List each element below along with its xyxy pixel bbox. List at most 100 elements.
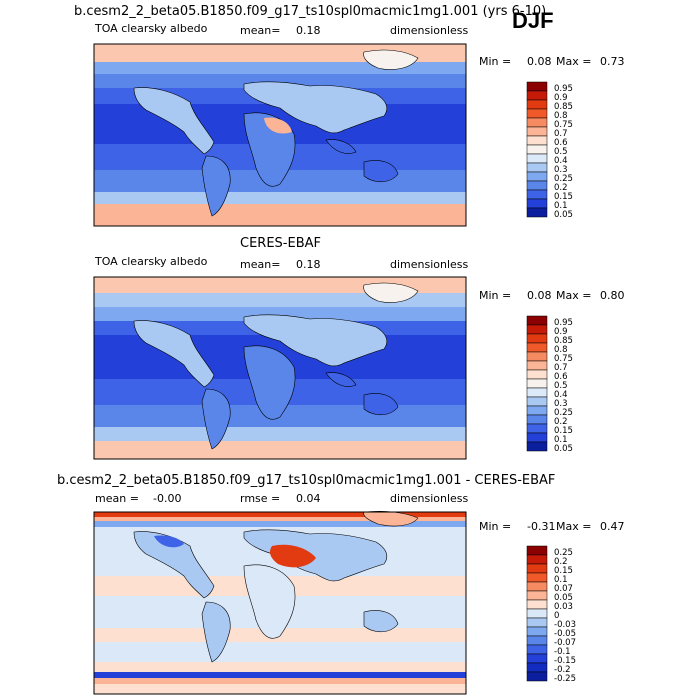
panel2-cb-label: 0.4 [554, 390, 568, 400]
panel1-colorbar-swatch [526, 81, 548, 92]
panel3-max-label: Max = [556, 520, 592, 533]
panel1-colorbar-labels: 0.95 0.9 0.85 0.8 0.75 0.7 0.6 0.5 0.4 0… [554, 84, 573, 220]
panel3-colorbar-swatch [526, 581, 548, 592]
panel2-colorbar: 0.95 0.9 0.85 0.8 0.75 0.7 0.6 0.5 0.4 0… [526, 315, 573, 454]
panel1-colorbar-swatch [526, 108, 548, 119]
panel1-cb-label: 0.4 [554, 156, 568, 166]
panel1-title: b.cesm2_2_beta05.B1850.f09_g17_ts10spl0m… [74, 4, 547, 19]
panel1-cb-label: 0.15 [554, 192, 573, 202]
panel1-colorbar-swatch [526, 180, 548, 191]
panel3-colorbar-swatch [526, 608, 548, 619]
panel1-colorbar-swatch [526, 153, 548, 164]
panel3-cb-label: 0.05 [554, 593, 573, 603]
panel3-cb-label: 0.07 [554, 584, 573, 594]
panel1-units: dimensionless [390, 24, 469, 37]
panel2-colorbar-swatch [526, 351, 548, 362]
panel1-cb-label: 0.05 [554, 210, 573, 220]
panel1-max-value: 0.73 [600, 55, 625, 68]
panel3-cb-label: 0.1 [554, 575, 568, 585]
panel3-cb-label: -0.03 [554, 620, 576, 630]
panel1-cb-label: 0.3 [554, 165, 568, 175]
panel2-colorbar-swatch [526, 405, 548, 416]
panel2-title: CERES-EBAF [240, 236, 321, 251]
panel3-rmse-value: 0.04 [296, 492, 321, 505]
panel2-mean-value: 0.18 [296, 258, 321, 271]
panel3-min-value: -0.31 [527, 520, 556, 533]
panel3-colorbar-swatch [526, 626, 548, 637]
panel1-colorbar-swatch [526, 90, 548, 101]
panel2-cb-label: 0.6 [554, 372, 568, 382]
panel3-cb-label: 0.15 [554, 566, 573, 576]
panel1-colorbar: 0.95 0.9 0.85 0.8 0.75 0.7 0.6 0.5 0.4 0… [526, 81, 573, 220]
panel3-colorbar-swatch [526, 554, 548, 565]
panel1-colorbar-swatch [526, 99, 548, 110]
panel3-colorbar-swatch [526, 572, 548, 583]
panel1-cb-label: 0.2 [554, 183, 568, 193]
panel1-cb-label: 0.85 [554, 102, 573, 112]
panel2-map-field [94, 277, 466, 459]
panel1-colorbar-swatch [526, 189, 548, 200]
panel2-colorbar-swatch [526, 369, 548, 380]
panel2-cb-label: 0.1 [554, 435, 568, 445]
panel1-cb-label: 0.25 [554, 174, 573, 184]
panel1-colorbar-swatch [526, 126, 548, 137]
panel1-cb-label: 0.1 [554, 201, 568, 211]
panel3-mean-value: -0.00 [153, 492, 182, 505]
season-label: DJF [512, 8, 554, 33]
panel2-cb-label: 0.5 [554, 381, 568, 391]
panel1-cb-label: 0.75 [554, 120, 573, 130]
panel1-min-label: Min = [479, 55, 512, 68]
panel2-cb-label: 0.8 [554, 345, 568, 355]
panel2-mean-label: mean= [240, 258, 281, 271]
panel3-cb-label: 0 [554, 611, 559, 621]
panel3-cb-label: -0.1 [554, 647, 571, 657]
panel3-cb-label: 0.03 [554, 602, 573, 612]
panel2-cb-label: 0.85 [554, 336, 573, 346]
panel2-colorbar-swatch [526, 387, 548, 398]
panel3-cb-label: 0.25 [554, 548, 573, 558]
panel2-variable: TOA clearsky albedo [95, 255, 208, 268]
panel1-cb-label: 0.8 [554, 111, 568, 121]
panel2-cb-label: 0.9 [554, 327, 568, 337]
panel2-colorbar-swatch [526, 432, 548, 443]
panel1-map [93, 43, 467, 227]
panel3-colorbar-labels: 0.25 0.2 0.15 0.1 0.07 0.05 0.03 0 -0.03… [554, 548, 576, 684]
panel2-colorbar-swatch [526, 324, 548, 335]
panel1-colorbar-swatch [526, 144, 548, 155]
panel2-colorbar-swatch [526, 396, 548, 407]
panel1-cb-label: 0.95 [554, 84, 573, 94]
panel2-colorbar-swatches [526, 315, 548, 452]
panel1-mean-label: mean= [240, 24, 281, 37]
panel3-colorbar-swatch [526, 644, 548, 655]
panel3-colorbar-swatch [526, 545, 548, 556]
panel2-colorbar-labels: 0.95 0.9 0.85 0.8 0.75 0.7 0.6 0.5 0.4 0… [554, 318, 573, 454]
panel2-colorbar-swatch [526, 441, 548, 452]
panel3-max-value: 0.47 [600, 520, 625, 533]
panel3-cb-label: -0.25 [554, 674, 576, 684]
panel3-cb-label: -0.2 [554, 665, 571, 675]
panel2-colorbar-swatch [526, 423, 548, 434]
panel2-min-value: 0.08 [527, 289, 552, 302]
panel3-rmse-label: rmse = [240, 492, 281, 505]
panel3-colorbar: 0.25 0.2 0.15 0.1 0.07 0.05 0.03 0 -0.03… [526, 545, 576, 684]
panel2-colorbar-swatch [526, 414, 548, 425]
panel2-cb-label: 0.25 [554, 408, 573, 418]
panel2-colorbar-swatch [526, 342, 548, 353]
panel1-map-field [94, 44, 466, 226]
panel3-map-field [94, 510, 466, 694]
panel1-mean-value: 0.18 [296, 24, 321, 37]
panel3-cb-label: -0.07 [554, 638, 576, 648]
panel1-cb-label: 0.6 [554, 138, 568, 148]
panel1-min-value: 0.08 [527, 55, 552, 68]
panel2-colorbar-swatch [526, 360, 548, 371]
panel1-colorbar-swatch [526, 162, 548, 173]
panel2-max-label: Max = [556, 289, 592, 302]
panel3-units: dimensionless [390, 492, 469, 505]
panel2-cb-label: 0.95 [554, 318, 573, 328]
panel2-colorbar-swatch [526, 378, 548, 389]
panel2-units: dimensionless [390, 258, 469, 271]
panel1-cb-label: 0.5 [554, 147, 568, 157]
panel2-map [93, 276, 467, 460]
panel3-map [93, 510, 467, 695]
panel3-min-label: Min = [479, 520, 512, 533]
